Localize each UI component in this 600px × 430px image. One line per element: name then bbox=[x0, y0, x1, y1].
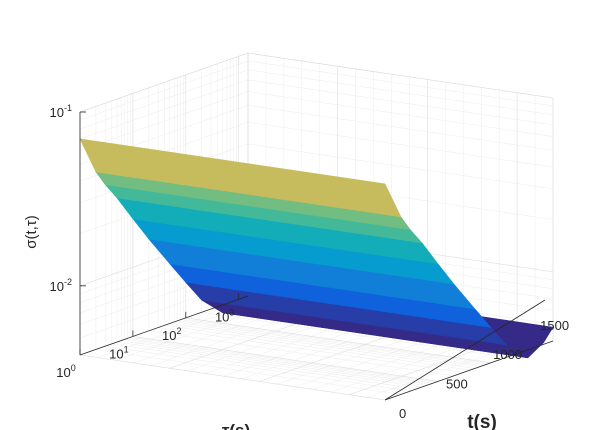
z-tick-label: 10-1 bbox=[50, 103, 72, 120]
y-tick-label: 102 bbox=[162, 326, 181, 343]
floor-grid-line bbox=[105, 345, 411, 392]
y-tick-label: 103 bbox=[215, 307, 234, 324]
floor-grid-line bbox=[185, 317, 491, 364]
floor-grid-line bbox=[177, 320, 483, 366]
y-tick-label: 100 bbox=[56, 363, 75, 380]
left-wall-grid-line bbox=[79, 79, 249, 140]
surface bbox=[79, 138, 554, 359]
y-axis-line bbox=[79, 295, 249, 356]
floor-grid-line bbox=[79, 354, 386, 401]
floor-grid-line bbox=[148, 330, 454, 377]
floor-grid-line bbox=[164, 324, 470, 371]
left-wall-grid-line bbox=[79, 69, 249, 130]
wall-edge bbox=[79, 52, 249, 113]
x-tick-label: 500 bbox=[446, 377, 468, 392]
tick-labels: 10-2 10-1 100 101 102 103 0 500 1000 1500 bbox=[50, 103, 570, 421]
floor-grid-line bbox=[124, 339, 430, 385]
right-wall-grid-line bbox=[247, 91, 554, 137]
floor-grid-line bbox=[201, 312, 507, 358]
wall-edge bbox=[247, 52, 554, 99]
floor-grid-line bbox=[158, 327, 464, 373]
floor-grid-line bbox=[180, 319, 486, 365]
x-tick-label: 1500 bbox=[540, 318, 569, 333]
right-wall-grid-line bbox=[247, 60, 554, 107]
floor-grid-line bbox=[95, 349, 401, 395]
y-axis-label: τ(s) bbox=[222, 421, 250, 430]
axes bbox=[79, 111, 554, 401]
x-axis-label: t(s) bbox=[467, 412, 497, 430]
left-wall-grid-line bbox=[79, 91, 249, 151]
surface-strip bbox=[79, 138, 402, 218]
floor-grid-line bbox=[132, 336, 438, 382]
right-wall-grid-line bbox=[247, 105, 554, 151]
floor-grid-line bbox=[127, 337, 433, 384]
x-axis-line bbox=[384, 340, 554, 401]
floor-grid-line bbox=[169, 323, 475, 369]
floor-grid-line bbox=[111, 343, 417, 390]
left-wall-grid-line bbox=[79, 60, 249, 121]
right-wall-grid-line bbox=[247, 79, 554, 126]
floor-grid-line bbox=[183, 318, 489, 364]
right-wall-grid-line bbox=[247, 69, 554, 116]
z-axis-label: σ(t,τ) bbox=[23, 215, 40, 249]
floor-grid-line bbox=[130, 337, 436, 383]
floor-grid-line bbox=[174, 321, 480, 368]
x-tick-label: 1000 bbox=[493, 347, 522, 362]
floor-grid-line bbox=[121, 340, 427, 386]
floor-grid-line bbox=[116, 341, 423, 388]
x-tick-label: 0 bbox=[399, 406, 406, 421]
right-wall-grid-line bbox=[247, 143, 554, 190]
y-tick-label: 101 bbox=[109, 344, 128, 361]
x-axis-edge bbox=[384, 299, 546, 401]
right-wall-grid-line bbox=[247, 121, 554, 168]
z-tick-label: 10-2 bbox=[50, 277, 72, 294]
